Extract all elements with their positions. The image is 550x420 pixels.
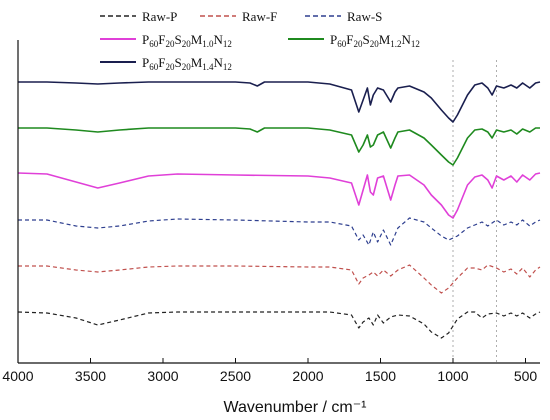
legend-label-2: Raw-F [242,9,277,24]
x-tick-label-2500: 2500 [220,368,251,384]
series-layer [17,81,541,339]
legend-label-5: P60F20S20M1.2N12 [330,32,420,49]
series-line-2 [18,264,541,294]
legend-label-3: Raw-S [347,9,382,24]
x-tick-label-500: 500 [514,368,538,384]
x-tick-label-1000: 1000 [437,368,468,384]
x-tick-label-4000: 4000 [2,368,33,384]
series-line-1 [17,311,541,339]
legend: Raw-P Raw-F Raw-S P60F20S20M1.0N12 P60F20S20… [100,9,420,72]
x-tick-label-3500: 3500 [75,368,106,384]
x-tick-label-3000: 3000 [147,368,178,384]
series-line-3 [18,217,541,246]
reference-lines [452,60,497,363]
legend-label-6: P60F20S20M1.4N12 [142,55,232,72]
legend-label-4: P60F20S20M1.0N12 [142,32,232,49]
legend-label-1: Raw-P [142,9,177,24]
x-axis-title: Wavenumber / cm⁻¹ [224,399,367,416]
x-tick-label-1500: 1500 [365,368,396,384]
x-tick-label-2000: 2000 [292,368,323,384]
series-line-5 [18,127,540,166]
series-line-4 [17,172,541,219]
series-line-6 [18,81,541,123]
x-axis: 4000 3500 3000 2500 2000 1500 1000 500 [2,40,540,384]
